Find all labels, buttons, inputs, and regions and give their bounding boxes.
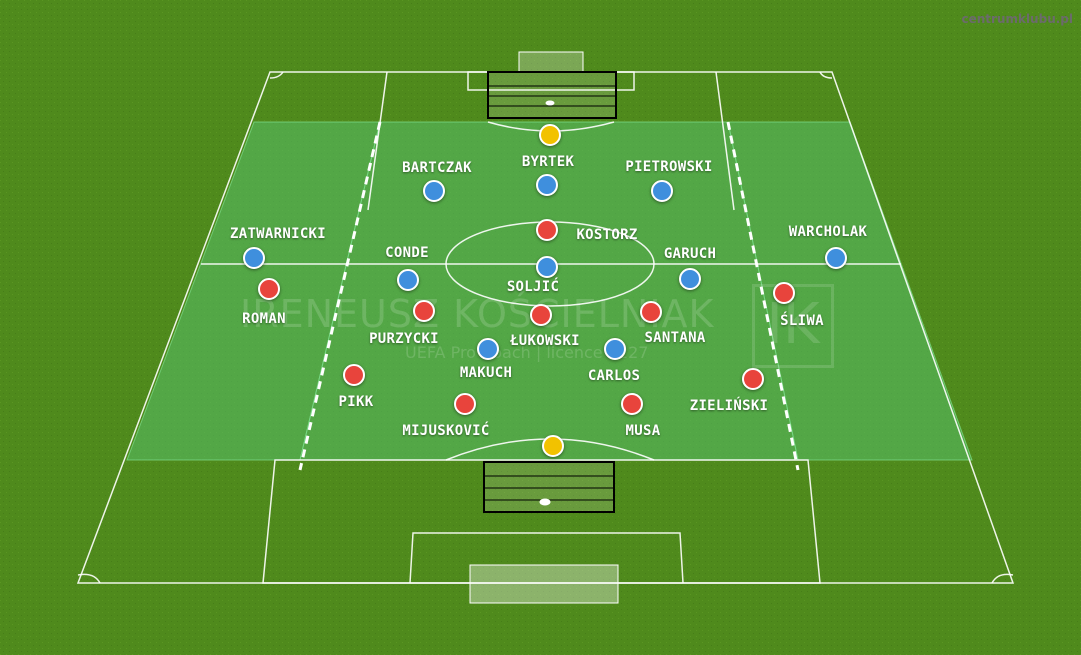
bottom-penalty-box — [262, 459, 821, 584]
player-marker-red — [413, 300, 435, 322]
player-marker-red — [640, 301, 662, 323]
corner-arc-bl — [77, 573, 101, 584]
player-marker-blue — [536, 256, 558, 278]
player-label: ŁUKOWSKI — [510, 333, 580, 349]
player-label: WARCHOLAK — [788, 224, 868, 240]
player-label: PURZYCKI — [369, 331, 439, 347]
player-label: KOSTORZ — [576, 227, 638, 243]
player-marker-red — [530, 304, 552, 326]
player-label: ŚLIWA — [780, 313, 824, 329]
top-penalty-right — [715, 71, 735, 211]
corner-arc-tr — [819, 71, 833, 79]
player-marker-blue — [536, 174, 558, 196]
player-marker-goalkeeper — [539, 124, 561, 146]
goal-bottom — [469, 461, 619, 604]
player-label: PIETROWSKI — [625, 159, 713, 175]
player-marker-blue — [604, 338, 626, 360]
player-marker-red — [621, 393, 643, 415]
bottom-six-yard — [409, 532, 684, 584]
watermark-subtitle: UEFA Pro Coach | licence 1227 — [405, 343, 649, 362]
player-marker-goalkeeper — [542, 435, 564, 457]
player-label: GARUCH — [663, 246, 717, 262]
player-marker-blue — [651, 180, 673, 202]
player-marker-red — [258, 278, 280, 300]
corner-arc-tl — [269, 71, 284, 79]
goal-top-frame — [487, 71, 617, 119]
player-label: SOLJIĆ — [506, 279, 560, 295]
site-credit: centrumklubu.pl — [961, 12, 1073, 26]
player-marker-red — [343, 364, 365, 386]
player-label: ZATWARNICKI — [229, 226, 327, 242]
goal-bottom-frame — [483, 461, 615, 513]
top-penalty-left — [367, 71, 388, 211]
player-marker-blue — [825, 247, 847, 269]
player-marker-red — [454, 393, 476, 415]
player-marker-blue — [477, 338, 499, 360]
divider-left — [298, 121, 382, 471]
player-marker-blue — [243, 247, 265, 269]
touchline-boundary — [76, 71, 1015, 584]
player-marker-blue — [679, 268, 701, 290]
player-label: ROMAN — [242, 311, 286, 327]
divider-right — [726, 121, 800, 471]
player-marker-red — [536, 219, 558, 241]
player-label: MIJUSKOVIĆ — [402, 423, 490, 439]
player-marker-red — [773, 282, 795, 304]
player-marker-blue — [397, 269, 419, 291]
player-label: CONDE — [385, 245, 429, 261]
player-marker-red — [742, 368, 764, 390]
player-label: ZIELIŃSKI — [689, 398, 769, 414]
player-label: MAKUCH — [459, 365, 513, 381]
watermark-logo: IK — [752, 284, 834, 368]
goal-top-net-back — [518, 51, 584, 73]
goal-top — [487, 51, 617, 119]
corner-arc-br — [991, 573, 1014, 584]
player-label: PIKK — [338, 394, 374, 410]
player-label: SANTANA — [644, 330, 706, 346]
player-label: BYRTEK — [521, 154, 575, 170]
watermark-name: IRENEUSZ KOŚCIELNIAK — [240, 292, 715, 336]
player-label: MUSA — [625, 423, 661, 439]
zone-dividers — [298, 121, 800, 471]
training-zone — [126, 121, 973, 461]
goal-bottom-ball — [539, 498, 551, 506]
player-label: BARTCZAK — [402, 160, 472, 176]
goal-top-ball — [545, 100, 555, 106]
pitch-lines — [76, 71, 1015, 584]
player-label: CARLOS — [587, 368, 641, 384]
goal-bottom-net-back — [469, 564, 619, 604]
player-marker-blue — [423, 180, 445, 202]
